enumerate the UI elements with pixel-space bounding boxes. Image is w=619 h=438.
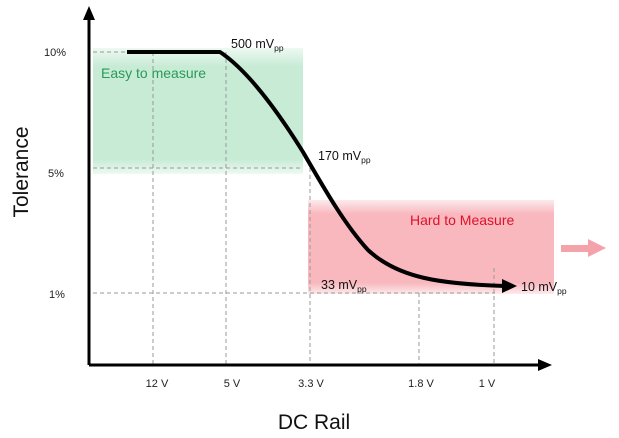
annotation-10mv-main: 10 mV [521, 280, 558, 294]
curve-arrowhead [502, 279, 517, 293]
y-tick-label: 1% [49, 289, 65, 301]
x-tick-label: 1 V [479, 378, 496, 390]
x-axis-arrow [538, 359, 552, 371]
annotation-500mv-sub: pp [274, 43, 284, 53]
guide-lines [93, 51, 495, 365]
annotation-500mv: 500 mVpp [231, 37, 284, 53]
pink-arrow [561, 239, 606, 257]
y-axis-title: Tolerance [10, 126, 33, 217]
x-axis-title: DC Rail [278, 411, 350, 434]
x-tick-label: 5 V [224, 378, 241, 390]
annotation-170mv-sub: pp [361, 155, 371, 165]
annotation-10mv: 10 mVpp [521, 280, 567, 296]
annotation-170mv-main: 170 mV [318, 149, 362, 163]
annotation-500mv-main: 500 mV [231, 37, 275, 51]
tolerance-curve [127, 50, 506, 288]
axes [83, 6, 552, 371]
y-axis-arrow [83, 6, 95, 20]
x-tick-label: 3.3 V [298, 378, 324, 390]
easy-region [93, 48, 303, 174]
annotation-33mv: 33 mVpp [321, 278, 367, 294]
x-tick-label: 1.8 V [408, 378, 434, 390]
annotation-10mv-sub: pp [557, 286, 567, 296]
annotation-33mv-sub: pp [357, 284, 367, 294]
annotation-33mv-main: 33 mV [321, 278, 358, 292]
y-tick-label: 5% [48, 168, 64, 180]
easy-label: Easy to measure [101, 65, 206, 81]
annotation-170mv: 170 mVpp [318, 149, 371, 165]
x-tick-label: 12 V [146, 378, 169, 390]
hard-label: Hard to Measure [410, 212, 514, 228]
y-tick-label: 10% [44, 47, 66, 59]
